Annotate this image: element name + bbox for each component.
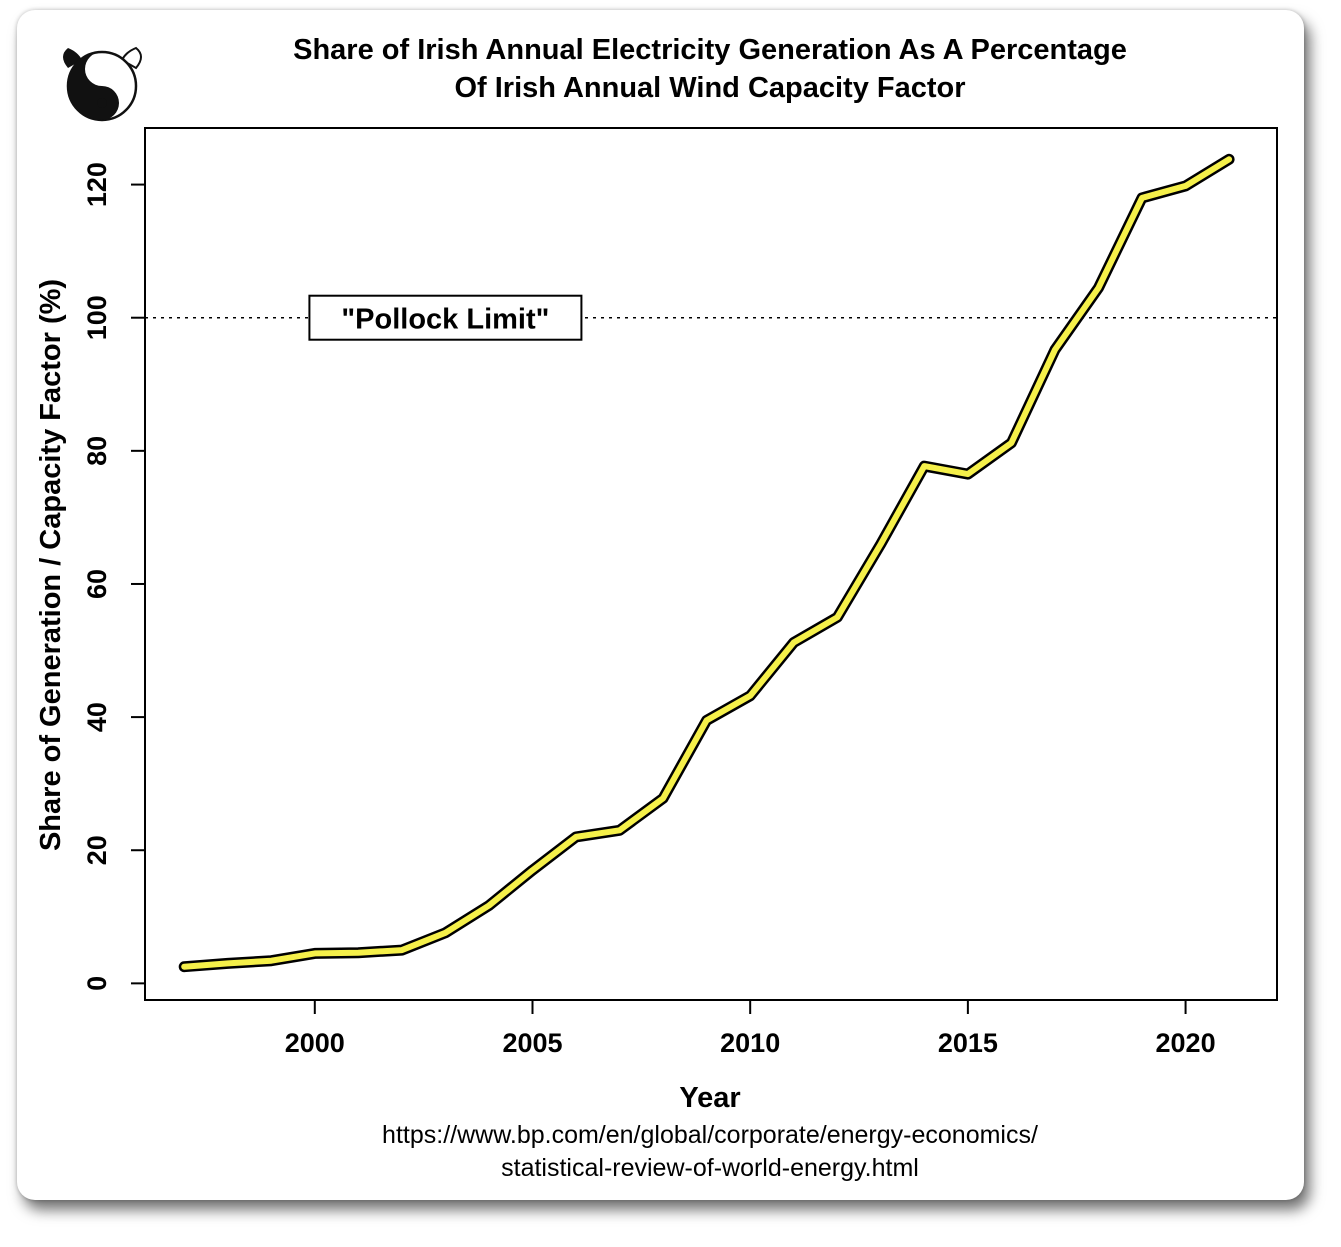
chart-title-line-1: Share of Irish Annual Electricity Genera… xyxy=(293,34,1127,66)
source-url-line-2: statistical-review-of-world-energy.html xyxy=(501,1154,919,1182)
y-tick-label: 80 xyxy=(82,436,112,466)
y-tick-label: 40 xyxy=(82,702,112,732)
data-point-2016 xyxy=(1008,440,1014,446)
x-tick-label: 2005 xyxy=(502,1028,562,1058)
data-point-1999 xyxy=(268,958,274,964)
x-tick-label: 2000 xyxy=(285,1028,345,1058)
data-point-2007 xyxy=(617,827,623,833)
x-tick-label: 2010 xyxy=(720,1028,780,1058)
data-point-2019 xyxy=(1139,195,1145,201)
data-point-2002 xyxy=(399,947,405,953)
yin-yang-logo xyxy=(63,46,142,122)
y-tick-label: 0 xyxy=(82,976,112,991)
x-tick-label: 2015 xyxy=(938,1028,998,1058)
data-point-2020 xyxy=(1183,183,1189,189)
plot-frame xyxy=(144,127,1278,1001)
data-point-2000 xyxy=(312,950,318,956)
y-axis-label: Share of Generation / Capacity Factor (%… xyxy=(35,279,67,851)
data-point-2003 xyxy=(442,930,448,936)
pollock-limit-label: "Pollock Limit" xyxy=(341,304,549,336)
data-point-1998 xyxy=(225,960,231,966)
chart-title-line-2: Of Irish Annual Wind Capacity Factor xyxy=(454,72,965,104)
chart-card: Share of Irish Annual Electricity Genera… xyxy=(17,10,1304,1200)
series-line xyxy=(181,156,1233,970)
y-tick-label: 20 xyxy=(82,835,112,865)
data-point-2017 xyxy=(1052,347,1058,353)
data-point-2018 xyxy=(1095,285,1101,291)
data-point-2004 xyxy=(486,902,492,908)
data-point-2014 xyxy=(921,463,927,469)
data-point-2012 xyxy=(834,614,840,620)
data-point-2008 xyxy=(660,795,666,801)
data-point-2006 xyxy=(573,834,579,840)
source-url-line-1: https://www.bp.com/en/global/corporate/e… xyxy=(382,1121,1038,1149)
data-point-2009 xyxy=(704,717,710,723)
data-point-2021 xyxy=(1226,156,1232,162)
x-tick-label: 2020 xyxy=(1156,1028,1216,1058)
y-tick-label: 120 xyxy=(82,162,112,207)
data-point-2001 xyxy=(355,950,361,956)
y-tick-label: 100 xyxy=(82,295,112,340)
y-tick-label: 60 xyxy=(82,569,112,599)
data-point-1997 xyxy=(181,964,187,970)
data-point-2013 xyxy=(878,541,884,547)
data-point-2015 xyxy=(965,471,971,477)
data-point-2011 xyxy=(791,640,797,646)
x-axis-label: Year xyxy=(679,1082,740,1114)
data-point-2010 xyxy=(747,693,753,699)
line-chart: Share of Irish Annual Electricity Genera… xyxy=(35,34,1278,1182)
data-point-2005 xyxy=(529,867,535,873)
pollock-limit-label-box xyxy=(308,294,583,341)
